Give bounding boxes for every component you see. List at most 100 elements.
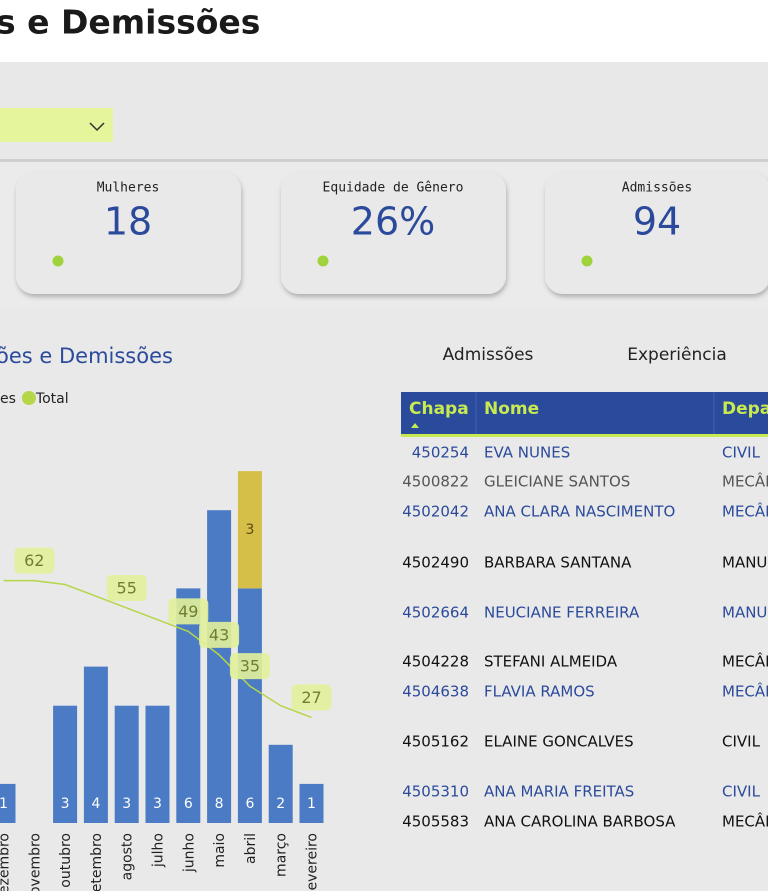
line-label: 35 <box>240 657 260 676</box>
x-tick-label: etembro <box>89 833 105 891</box>
table-cell: ANA CLARA NASCIMENTO <box>484 503 675 521</box>
legend-label: Total <box>35 391 69 407</box>
table-cell: 4502490 <box>402 554 469 572</box>
table-cell: MECÂN <box>722 812 768 831</box>
bar <box>268 744 293 823</box>
tab[interactable]: Experiência <box>627 345 727 365</box>
bar <box>237 471 262 589</box>
kpi-label: Admissões <box>622 181 692 196</box>
table-cell: MECÂN <box>722 502 768 521</box>
chart-title: ões e Demissões <box>0 344 173 368</box>
bar <box>207 510 232 823</box>
x-tick-label: abril <box>243 833 259 864</box>
line-label: 62 <box>24 551 44 570</box>
kpi-value: 26% <box>351 200 435 244</box>
legend-label: es <box>0 391 16 407</box>
bar-label: 4 <box>91 796 100 812</box>
bar-label: 6 <box>184 796 193 812</box>
header-bg <box>0 0 768 62</box>
bar <box>145 705 170 823</box>
x-tick-label: maio <box>212 833 228 868</box>
table-cell: 4504228 <box>402 653 469 671</box>
status-dot <box>52 255 64 267</box>
bar <box>53 705 78 823</box>
status-dot <box>581 255 593 267</box>
bar <box>83 666 108 823</box>
bar <box>237 588 262 823</box>
table-cell: MECÂN <box>722 652 768 671</box>
table-cell: MANU <box>722 604 767 622</box>
bar-label: 6 <box>245 796 254 812</box>
table-cell: CIVIL <box>722 733 761 751</box>
table-cell: ELAINE GONCALVES <box>484 733 634 751</box>
table-cell: 4504638 <box>402 683 469 701</box>
kpi-label: Mulheres <box>97 181 160 196</box>
table-cell: 4500822 <box>402 473 469 491</box>
kpi-card <box>281 172 506 294</box>
x-tick-label: julho <box>151 833 167 868</box>
table-cell: NEUCIANE FERREIRA <box>484 604 640 622</box>
status-dot <box>317 255 329 267</box>
table-cell: 4502042 <box>402 503 469 521</box>
bar <box>176 588 201 823</box>
line-label-bg <box>14 547 55 574</box>
table-cell: GLEICIANE SANTOS <box>484 473 630 491</box>
kpi-card <box>545 172 768 294</box>
line-label: 55 <box>117 578 137 597</box>
dropdown-chevron <box>89 122 105 132</box>
table-cell: 4505162 <box>402 733 469 751</box>
table-cell: 4502664 <box>402 604 469 622</box>
bar-label: 1 <box>0 796 8 812</box>
line-label-bg <box>106 574 147 601</box>
bar-label: 3 <box>245 522 254 538</box>
legend-dot <box>21 391 36 405</box>
line-label-bg <box>229 653 270 680</box>
table-cell: FLAVIA RAMOS <box>484 683 595 701</box>
bar-label: 3 <box>61 796 70 812</box>
line-label-bg <box>168 598 209 625</box>
table-cell: CIVIL <box>722 783 761 801</box>
bar-label: 3 <box>153 796 162 812</box>
table-cell: EVA NUNES <box>484 444 570 462</box>
bar-label: 2 <box>276 796 285 812</box>
sort-arrow <box>411 423 419 428</box>
kpi-value: 18 <box>104 200 152 244</box>
column-header[interactable]: Chapa <box>409 399 469 419</box>
table-cell: 4505310 <box>402 783 469 801</box>
x-tick-label: março <box>274 833 290 877</box>
column-header[interactable]: Depar <box>722 399 768 419</box>
header-underline <box>401 434 768 437</box>
bar <box>0 783 16 823</box>
page-title: s e Demissões <box>0 3 260 42</box>
tab[interactable]: Admissões <box>443 345 534 365</box>
line-label: 49 <box>178 602 198 621</box>
table-cell: ANA MARIA FREITAS <box>484 783 634 801</box>
line <box>3 579 312 719</box>
divider <box>0 159 768 162</box>
table-header-bg <box>401 392 768 434</box>
x-tick-label: outubro <box>58 833 74 888</box>
bar <box>114 705 139 823</box>
x-tick-label: ovembro <box>27 833 43 891</box>
filter-dropdown[interactable] <box>0 108 113 142</box>
table-cell: STEFANI ALMEIDA <box>484 653 618 671</box>
line-label: 43 <box>209 625 229 644</box>
table-cell: MECÂN <box>722 682 768 701</box>
table-cell: MECÂN <box>722 472 768 491</box>
line-label-bg <box>199 621 240 648</box>
bar-label: 8 <box>215 796 224 812</box>
table-cell: CIVIL <box>722 444 761 462</box>
column-header[interactable]: Nome <box>484 399 539 419</box>
table-cell: MANU <box>722 554 767 572</box>
kpi-card <box>16 172 241 294</box>
bar-label: 1 <box>307 796 316 812</box>
filter-band <box>0 62 768 160</box>
kpi-value: 94 <box>633 200 681 244</box>
x-tick-label: ezembro <box>0 833 13 891</box>
kpi-label: Equidade de Gênero <box>323 181 464 196</box>
table-cell: ANA CAROLINA BARBOSA <box>484 813 676 831</box>
table-cell: 450254 <box>412 444 469 462</box>
table-cell: 4505583 <box>402 813 469 831</box>
table-cell: BARBARA SANTANA <box>484 554 632 572</box>
